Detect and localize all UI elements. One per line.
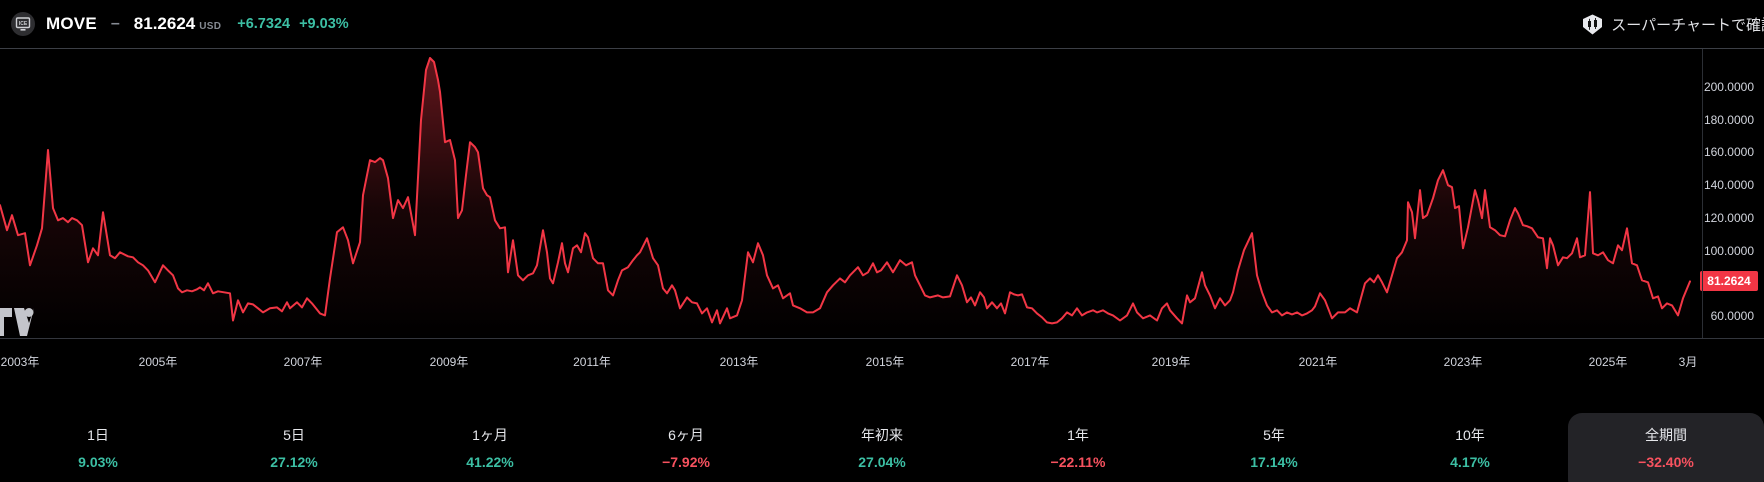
time-tick-label: 2009年 — [429, 355, 469, 369]
period-button[interactable]: 1年 −22.11% — [980, 413, 1176, 482]
period-label: 1ヶ月 — [472, 427, 508, 443]
period-button[interactable]: 5日 27.12% — [196, 413, 392, 482]
time-tick-label: 2019年 — [1151, 355, 1191, 369]
header-divider — [0, 48, 1764, 49]
open-superchart-label: スーパーチャートで確認 — [1611, 16, 1764, 34]
last-price: 81.2624 — [133, 14, 196, 33]
period-change-value: −22.11% — [1050, 454, 1106, 470]
last-price-badge: 81.2624 — [1700, 271, 1758, 292]
time-tick-label: 2015年 — [865, 355, 905, 369]
period-label: 全期間 — [1645, 427, 1687, 443]
period-label: 1日 — [87, 427, 109, 443]
time-tick-label: 3月 — [1678, 355, 1698, 369]
period-change-value: −7.92% — [662, 454, 710, 470]
time-tick-label: 2013年 — [719, 355, 759, 369]
period-label: 10年 — [1455, 427, 1485, 443]
tradingview-logo-icon — [1583, 14, 1603, 34]
price-tick-label: 120.0000 — [1703, 210, 1754, 225]
period-performance-row: 1日 9.03% 5日 27.12% 1ヶ月 41.22% 6ヶ月 −7.92% 年初来 27.0… — [0, 413, 1764, 482]
time-tick-label: 2021年 — [1298, 355, 1338, 369]
open-superchart-link[interactable]: スーパーチャートで確認 — [1582, 0, 1764, 48]
period-change-value: 27.04% — [858, 454, 906, 470]
time-tick-label: 2011年 — [573, 355, 611, 369]
period-button[interactable]: 10年 4.17% — [1372, 413, 1568, 482]
period-label: 6ヶ月 — [668, 427, 704, 443]
time-tick-label: 2007年 — [283, 355, 323, 369]
period-change-value: 17.14% — [1250, 454, 1298, 470]
period-change-value: 9.03% — [78, 454, 118, 470]
price-tick-label: 180.0000 — [1703, 112, 1754, 127]
price-tick-label: 200.0000 — [1703, 80, 1754, 94]
time-axis-divider — [0, 338, 1764, 339]
period-button[interactable]: 5年 17.14% — [1176, 413, 1372, 482]
period-label: 5年 — [1263, 427, 1285, 443]
header-bar: ICE MOVE – 81.2624 USD +6.7324 +9.03% スー… — [0, 0, 1764, 48]
period-button[interactable]: 6ヶ月 −7.92% — [588, 413, 784, 482]
time-tick-label: 2017年 — [1010, 355, 1050, 369]
market-status-icon: – — [110, 15, 120, 32]
price-line — [0, 57, 1691, 325]
price-axis-divider — [1702, 49, 1703, 338]
ice-exchange-logo-icon: ICE — [11, 12, 35, 36]
period-button[interactable]: 1日 9.03% — [0, 413, 196, 482]
period-change-value: −32.40% — [1638, 454, 1694, 470]
price-tick-label: 100.0000 — [1703, 243, 1754, 258]
change-absolute: +6.7324 — [237, 16, 291, 32]
price-change: +6.7324 +9.03% — [237, 16, 348, 32]
period-label: 年初来 — [861, 427, 903, 443]
time-tick-label: 2025年 — [1588, 355, 1628, 369]
price-tick-label: 140.0000 — [1703, 178, 1754, 193]
symbol-name[interactable]: MOVE — [46, 14, 97, 33]
period-button[interactable]: 1ヶ月 41.22% — [392, 413, 588, 482]
period-change-value: 4.17% — [1450, 454, 1490, 470]
period-label: 1年 — [1067, 427, 1089, 443]
currency-label: USD — [199, 21, 222, 32]
change-percent: +9.03% — [299, 16, 349, 32]
period-button[interactable]: 全期間 −32.40% — [1568, 413, 1764, 482]
price-tick-label: 60.0000 — [1710, 309, 1754, 324]
svg-text:ICE: ICE — [19, 21, 28, 27]
area-fill — [0, 58, 1690, 338]
time-tick-label: 2023年 — [1443, 355, 1483, 369]
period-label: 5日 — [283, 427, 305, 443]
period-change-value: 41.22% — [466, 454, 514, 470]
time-tick-label: 2003年 — [0, 355, 40, 369]
period-change-value: 27.12% — [270, 454, 318, 470]
time-tick-label: 2005年 — [138, 355, 178, 369]
period-button[interactable]: 年初来 27.04% — [784, 413, 980, 482]
price-tick-label: 160.0000 — [1703, 145, 1754, 160]
tradingview-watermark-icon — [0, 308, 34, 336]
